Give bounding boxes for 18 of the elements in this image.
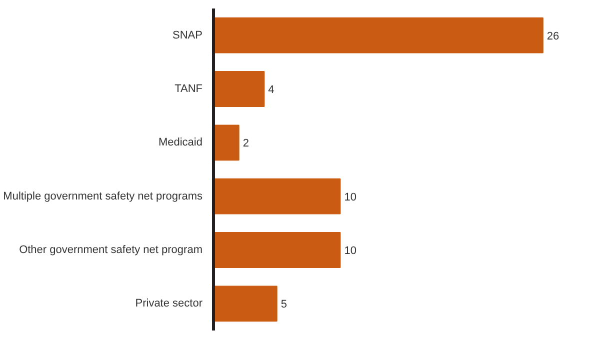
y-tick-label: Medicaid: [158, 136, 203, 149]
bar: [214, 286, 278, 322]
data-label: 26: [546, 30, 560, 42]
bar: [214, 178, 341, 214]
bar: [214, 71, 265, 107]
data-label: 4: [268, 84, 274, 96]
y-tick-label: SNAP: [172, 29, 203, 42]
bar: [214, 124, 240, 161]
data-label: 5: [280, 298, 287, 311]
y-tick-label: Other government safety net program: [19, 244, 203, 256]
data-label: 10: [344, 191, 356, 204]
bar: [214, 17, 544, 54]
y-tick-label: Multiple government safety net programs: [3, 190, 203, 202]
data-label: 10: [344, 245, 356, 257]
bar: [214, 232, 341, 268]
data-label: 2: [242, 138, 249, 150]
y-tick-label: TANF: [174, 83, 203, 95]
y-tick-label: Private sector: [135, 298, 203, 310]
